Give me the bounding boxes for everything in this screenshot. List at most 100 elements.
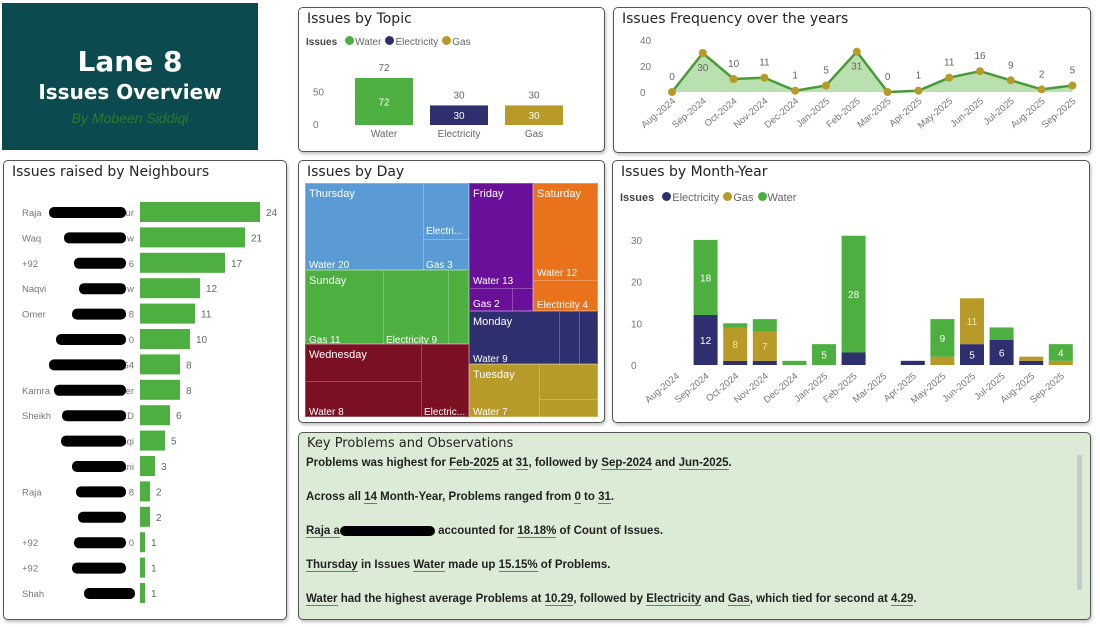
observation-link[interactable]: Thursday: [306, 559, 358, 572]
bar: [140, 278, 200, 299]
issues-by-day-visual[interactable]: Issues by Day Thursday Water 20 Electri...…: [298, 160, 605, 423]
legend-gas[interactable]: Gas: [442, 36, 471, 48]
bar-segment-electricity: [960, 344, 984, 365]
electricity-dot-icon: [662, 192, 672, 201]
neighbours-visual[interactable]: Issues raised by Neighbours 24 Raja ur 21 Wa…: [3, 160, 287, 620]
bar-value-label: 3: [161, 462, 167, 473]
line-series: [671, 49, 1073, 94]
bar-segment-gas: [723, 327, 748, 361]
redaction-mark: [72, 308, 126, 320]
treemap-leaf-label: Gas 11: [309, 335, 341, 346]
observation-link[interactable]: Sep-2024: [601, 457, 652, 470]
observation-link[interactable]: Raja a: [306, 525, 340, 538]
data-label: 0: [669, 72, 675, 83]
treemap-day-friday[interactable]: Friday Water 13 Gas 2: [469, 183, 534, 312]
water-dot-icon: [757, 192, 767, 201]
bar-data-label: 12: [700, 336, 712, 347]
observation-link[interactable]: Feb-2025: [449, 457, 500, 470]
treemap-day-thursday[interactable]: Thursday Water 20 Electri... Gas 3: [305, 183, 470, 271]
report-author: By Mobeen Siddiqi: [71, 110, 189, 126]
observation-link[interactable]: Gas: [728, 593, 750, 606]
neighbour-name: +92: [22, 538, 38, 549]
observation-link[interactable]: 4.29: [891, 593, 914, 606]
observation-text: , followed by: [528, 457, 602, 469]
bar-data-label: 4: [1058, 348, 1064, 359]
observation-link[interactable]: 31: [515, 457, 529, 470]
treemap-day-tuesday[interactable]: Tuesday Water 7: [469, 364, 599, 418]
observation-text: Month-Year, Problems ranged from: [376, 491, 575, 503]
data-point: [976, 67, 984, 76]
redaction-mark: [61, 435, 126, 447]
bar-data-label: 72: [378, 98, 390, 109]
bar-data-label: 18: [700, 273, 712, 284]
neighbours-title: Issues raised by Neighbours: [12, 164, 210, 180]
observation-link[interactable]: Water: [306, 593, 338, 606]
observation-text: , which tied for second at: [749, 593, 892, 605]
bar-value-label: 1: [151, 589, 157, 600]
redaction-mark: [74, 257, 126, 269]
neighbour-name: +92: [22, 564, 38, 575]
legend-electricity[interactable]: Electricity: [662, 192, 719, 204]
x-tick-label: Sep-2024: [670, 96, 709, 131]
observation-link[interactable]: 15.15%: [498, 559, 538, 572]
legend-gas[interactable]: Gas: [723, 192, 754, 204]
redaction-mark: [54, 384, 126, 396]
observation-link[interactable]: Electricity: [646, 593, 702, 606]
observation-text: accounted for: [434, 525, 518, 537]
observation-link[interactable]: 0: [574, 491, 581, 504]
month-legend: Issues Electricity Gas Water: [620, 192, 796, 204]
observation-text: at: [499, 457, 516, 469]
redaction-mark: [79, 283, 126, 295]
issues-frequency-visual[interactable]: Issues Frequency over the years 0 20 40 0 Au…: [613, 7, 1091, 153]
observation-link[interactable]: 31: [598, 491, 611, 504]
data-point: [729, 75, 738, 83]
observation-link[interactable]: 14: [364, 491, 377, 504]
key-observations-visual[interactable]: Key Problems and Observations Problems w…: [298, 432, 1091, 620]
bar-value-label: 2: [156, 487, 162, 498]
data-label: 11: [759, 58, 770, 69]
legend-electricity[interactable]: Electricity: [385, 36, 438, 48]
bar-value-label: 11: [201, 310, 212, 321]
treemap-day-monday[interactable]: Monday Water 9: [469, 311, 598, 365]
treemap-day-sunday[interactable]: Sunday Gas 11 Electricity 9: [305, 270, 469, 346]
treemap-day-wednesday[interactable]: Wednesday Water 8 Electric...: [305, 344, 469, 418]
observation-link[interactable]: Jun-2025: [678, 457, 729, 470]
data-point: [883, 88, 892, 96]
month-chart: 0102030Aug-20241218Sep-20248Oct-20247Nov…: [631, 235, 1073, 406]
issues-by-topic-visual[interactable]: Issues by Topic Issues Water Electricity…: [298, 7, 605, 152]
observation-text: .: [728, 457, 732, 469]
observation-link[interactable]: Water: [413, 559, 445, 572]
treemap-day-label: Saturday: [537, 188, 582, 200]
bar: [140, 329, 190, 349]
observation-link[interactable]: 10.29: [544, 593, 574, 606]
scrollbar[interactable]: [1077, 455, 1082, 590]
redaction-mark: [72, 461, 126, 472]
y-tick-label: 0: [313, 120, 319, 131]
redaction-mark: [339, 525, 435, 536]
treemap-divider: [512, 288, 513, 312]
legend-water[interactable]: Water: [345, 36, 381, 48]
y-tick-label: 0: [631, 361, 637, 372]
bar-segment-gas: [960, 298, 984, 345]
neighbour-name-suffix: w: [126, 233, 134, 244]
observation-link[interactable]: 18.18%: [517, 525, 557, 538]
bar-value-label: 17: [231, 259, 243, 270]
neighbour-name: Waq: [22, 233, 41, 244]
treemap-day-saturday[interactable]: Saturday Water 12 Electricity 4: [533, 183, 599, 311]
bar-data-label: 30: [528, 111, 540, 122]
bar-segment-gas: [930, 356, 955, 365]
bar-segment-gas: [1048, 360, 1073, 365]
treemap-day-label: Sunday: [309, 275, 347, 287]
data-point: [698, 49, 707, 57]
issues-by-month-visual[interactable]: Issues by Month-Year Issues Electricity …: [612, 160, 1090, 423]
redaction-mark: [62, 410, 126, 422]
bar-value-label: 21: [251, 233, 263, 244]
bar: [140, 354, 180, 375]
treemap-leaf-label: Water 7: [473, 407, 508, 418]
bar-segment-water: [693, 239, 718, 315]
observation-text: in Issues: [357, 559, 414, 571]
legend-water[interactable]: Water: [757, 192, 796, 204]
treemap-day-label: Thursday: [309, 188, 355, 200]
bar-segment-water: [782, 360, 807, 365]
neighbour-name-suffix: 54: [123, 360, 134, 371]
